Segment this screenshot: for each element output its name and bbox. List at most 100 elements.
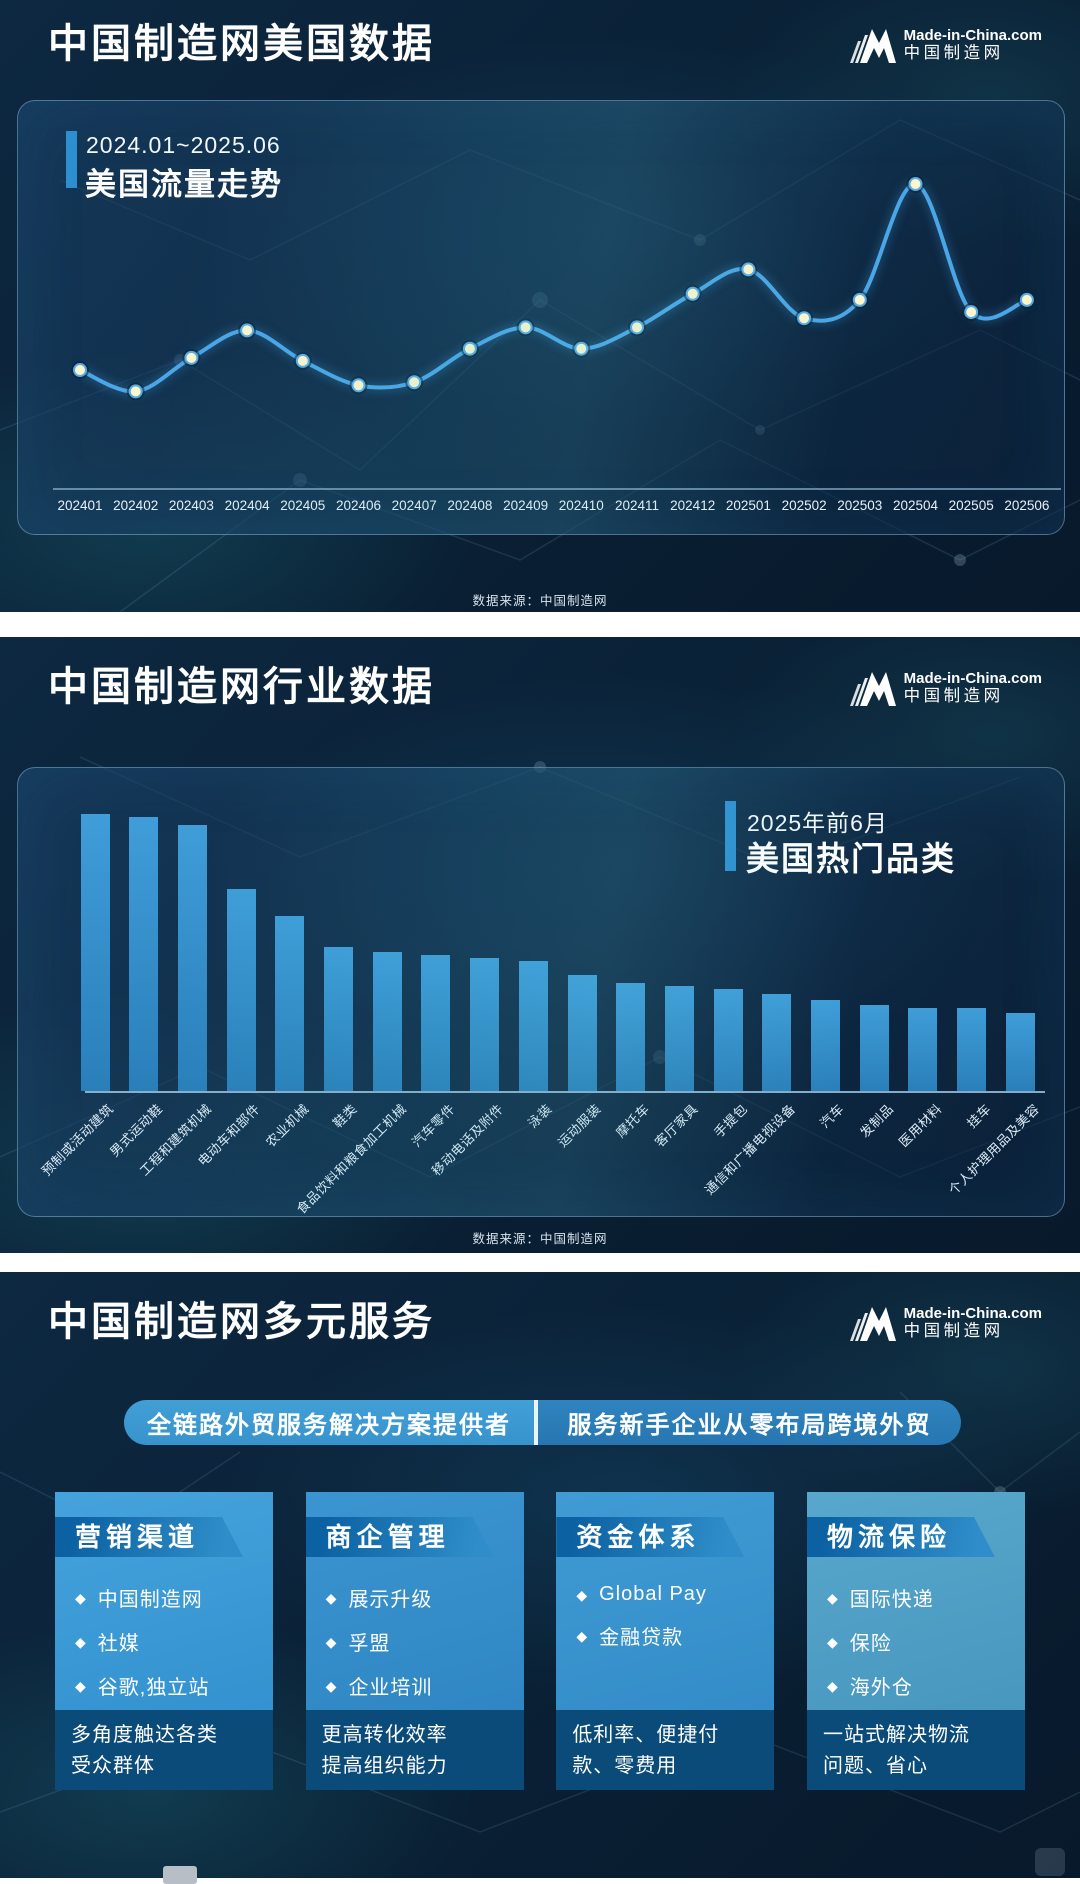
bar-category-label: 个人护理用品及美容	[945, 1101, 1043, 1198]
bar	[616, 983, 646, 1091]
bar	[129, 817, 159, 1091]
service-item-label: 中国制造网	[97, 1589, 203, 1611]
logo-site-label: Made-in-China.com	[903, 669, 1042, 687]
service-item: ◆ 谷歌,独立站	[75, 1671, 273, 1700]
bar	[372, 952, 402, 1091]
data-point	[797, 311, 812, 326]
bar-category-label: 农业机械	[262, 1101, 312, 1150]
diamond-bullet-icon: ◆	[576, 1627, 589, 1644]
mic-m-icon	[849, 672, 896, 706]
service-item-label: 社媒	[97, 1633, 140, 1655]
x-axis-label: 202402	[113, 498, 159, 513]
service-card-body: 商企管理 ◆ 展示升级 ◆ 孚盟 ◆ 企业培训	[305, 1492, 524, 1710]
service-card: 资金体系 ◆ Global Pay ◆ 金融贷款 低利率、便捷付 款、零费用	[556, 1492, 775, 1790]
line-chart-title: 美国流量走势	[85, 167, 283, 202]
data-point	[462, 341, 477, 356]
data-point	[128, 384, 143, 399]
data-point	[240, 323, 255, 338]
service-item-label: 企业培训	[348, 1677, 433, 1699]
data-point	[518, 320, 533, 335]
bar	[664, 986, 694, 1091]
service-card-title: 营销渠道	[55, 1517, 243, 1557]
bar-category-label: 挂车	[963, 1101, 994, 1131]
banner-right-segment: 服务新手企业从零布局跨境外贸	[538, 1400, 961, 1445]
banner-right-label: 服务新手企业从零布局跨境外贸	[567, 1412, 932, 1439]
category-chart-panel: 2025年前6月 美国热门品类 预制或活动建筑 男式运动鞋 工程和建筑机械 电动车和部…	[17, 767, 1065, 1217]
logo-site-label: Made-in-China.com	[903, 1304, 1042, 1322]
data-point	[741, 262, 756, 277]
service-item-label: 孚盟	[348, 1633, 391, 1655]
x-axis-label: 202403	[168, 498, 214, 513]
diamond-bullet-icon: ◆	[75, 1589, 87, 1606]
data-point	[574, 341, 589, 356]
service-item-label: 海外仓	[849, 1677, 913, 1699]
x-axis-label: 202505	[948, 498, 994, 513]
data-source-note: 数据来源：中国制造网	[472, 1232, 608, 1246]
logo-name-label: 中国制造网	[903, 1322, 1004, 1341]
made-in-china-logo: Made-in-China.com 中国制造网	[848, 26, 1042, 64]
service-card: 物流保险 ◆ 国际快递 ◆ 保险 ◆ 海外仓 一站式解决物流 问题、省心	[806, 1492, 1025, 1790]
mic-m-icon	[849, 29, 896, 63]
logo-text: Made-in-China.com 中国制造网	[904, 27, 1042, 63]
data-point	[852, 292, 867, 307]
bar-category-label: 摩托车	[613, 1101, 653, 1141]
service-card-items: ◆ 展示升级 ◆ 孚盟 ◆ 企业培训	[306, 1583, 524, 1700]
service-item-label: 金融贷款	[599, 1627, 684, 1649]
service-card-footer: 更高转化效率 提高组织能力	[305, 1710, 524, 1790]
service-card-items: ◆ Global Pay ◆ 金融贷款	[556, 1583, 774, 1650]
diamond-bullet-icon: ◆	[826, 1633, 839, 1650]
bar	[1005, 1013, 1035, 1091]
bar	[226, 889, 256, 1091]
x-axis-label: 202412	[670, 498, 716, 513]
bar	[762, 994, 792, 1091]
x-axis-label: 202410	[558, 498, 604, 513]
bar-category-label: 鞋类	[330, 1101, 361, 1131]
bar-category-label: 手提包	[710, 1101, 750, 1141]
watermark-badge-right	[1035, 1848, 1065, 1876]
chart-period-label: 2024.01~2025.06	[86, 132, 281, 158]
x-axis-line	[85, 1091, 1045, 1093]
diamond-bullet-icon: ◆	[826, 1589, 839, 1606]
service-card-footer: 低利率、便捷付 款、零费用	[556, 1710, 775, 1790]
made-in-china-logo: Made-in-China.com 中国制造网	[848, 1304, 1042, 1342]
service-item: ◆ 保险	[827, 1627, 1025, 1656]
bar	[275, 916, 305, 1091]
x-axis-label: 202407	[391, 498, 437, 513]
service-card-body: 物流保险 ◆ 国际快递 ◆ 保险 ◆ 海外仓	[806, 1492, 1025, 1710]
service-card: 商企管理 ◆ 展示升级 ◆ 孚盟 ◆ 企业培训 更高转化效率 提高组织能力	[305, 1492, 524, 1790]
x-axis-label: 202502	[781, 498, 827, 513]
data-point	[184, 350, 199, 365]
service-item-label: 保险	[849, 1633, 892, 1655]
data-point	[295, 353, 310, 368]
x-axis-label: 202503	[837, 498, 883, 513]
line-chart-svg	[53, 175, 1061, 490]
logo-text: Made-in-China.com 中国制造网	[904, 670, 1042, 706]
bar-chart-title: 美国热门品类	[746, 840, 956, 877]
service-item: ◆ 国际快递	[827, 1583, 1025, 1612]
x-axis-label: 202401	[57, 498, 103, 513]
banner-left-label: 全链路外贸服务解决方案提供者	[147, 1412, 511, 1439]
service-item: ◆ 中国制造网	[75, 1583, 273, 1612]
logo-name-label: 中国制造网	[903, 687, 1004, 706]
page-title: 中国制造网行业数据	[48, 665, 435, 709]
section-us-data: 中国制造网美国数据 Made-in-China.com 中国制造网 2024.0…	[0, 0, 1080, 612]
bar	[518, 961, 548, 1091]
trend-line	[78, 182, 1029, 394]
data-point	[73, 363, 87, 378]
service-card-title: 资金体系	[556, 1517, 744, 1557]
bar	[421, 955, 451, 1091]
service-card: 营销渠道 ◆ 中国制造网 ◆ 社媒 ◆ 谷歌,独立站 多角度触达各类 受众群体	[55, 1492, 273, 1790]
bar	[567, 975, 597, 1091]
diamond-bullet-icon: ◆	[75, 1677, 87, 1694]
service-card-footer: 一站式解决物流 问题、省心	[806, 1710, 1025, 1790]
data-source-note: 数据来源：中国制造网	[472, 594, 608, 608]
bar-category-label: 医用材料	[895, 1101, 945, 1150]
x-axis-label: 202501	[725, 498, 771, 513]
service-card-body: 资金体系 ◆ Global Pay ◆ 金融贷款	[556, 1492, 775, 1710]
bar-category-label: 运动服装	[554, 1101, 604, 1150]
diamond-bullet-icon: ◆	[325, 1677, 338, 1694]
service-item: ◆ 孚盟	[326, 1627, 524, 1656]
bar	[811, 1000, 840, 1091]
diamond-bullet-icon: ◆	[325, 1589, 338, 1606]
traffic-chart-panel: 2024.01~2025.06 美国流量走势 202401 202402 20240…	[17, 100, 1065, 535]
